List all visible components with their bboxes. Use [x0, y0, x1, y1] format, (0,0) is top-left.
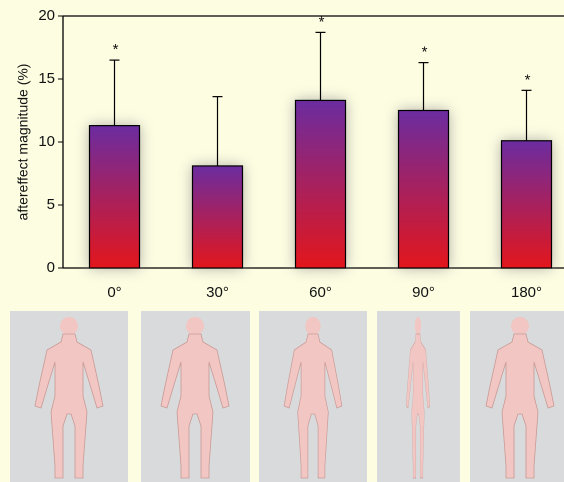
- bar: [502, 141, 552, 268]
- x-tick-label: 180°: [511, 284, 542, 301]
- page: aftereffect magnitude (%) 0 5 10 15 20 0° * 30°…: [0, 0, 564, 482]
- bar: [90, 126, 140, 268]
- bar: [296, 100, 346, 268]
- x-tick-label: 30°: [206, 284, 229, 301]
- y-tick-label: 15: [38, 70, 55, 87]
- y-tick-label: 0: [47, 259, 55, 276]
- y-tick-label: 5: [47, 196, 55, 213]
- significance-marker: *: [525, 71, 531, 88]
- figure: aftereffect magnitude (%) 0 5 10 15 20 0° * 30°…: [0, 0, 564, 482]
- bar: [399, 111, 449, 269]
- significance-marker: *: [319, 13, 325, 30]
- x-tick-label: 60°: [309, 284, 332, 301]
- figure-panels: [10, 311, 564, 482]
- y-axis-label: aftereffect magnitude (%): [15, 64, 31, 221]
- y-tick-label: 10: [38, 133, 55, 150]
- x-tick-label: 0°: [107, 284, 121, 301]
- x-tick-label: 90°: [412, 284, 435, 301]
- significance-marker: *: [113, 41, 119, 58]
- significance-marker: *: [422, 44, 428, 61]
- y-tick-label: 20: [38, 7, 55, 24]
- bar: [193, 166, 243, 268]
